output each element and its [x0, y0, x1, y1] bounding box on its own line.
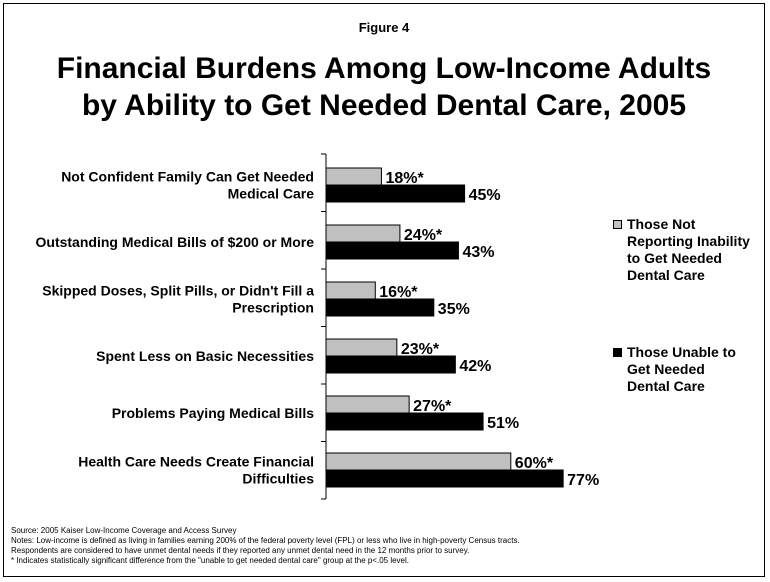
legend-label-line: Those Not [627, 216, 696, 232]
bar-chart: Not Confident Family Can Get NeededMedic… [36, 153, 599, 500]
figure-frame: Figure 4 Financial Burdens Among Low-Inc… [3, 3, 765, 577]
legend-label-line: Dental Care [627, 378, 705, 394]
figure-label: Figure 4 [358, 20, 410, 35]
bar [325, 224, 401, 243]
legend-label-line: to Get Needed [627, 250, 722, 266]
legend-label-line: Get Needed [627, 361, 705, 377]
chart-title-line-1: Financial Burdens Among Low-Income Adult… [56, 52, 712, 85]
category-label: Not Confident Family Can Get Needed [61, 169, 314, 185]
unmet-needs-note: Respondents are considered to have unmet… [11, 546, 470, 555]
legend-label-line: Those Unable to [627, 344, 736, 360]
category-label: Difficulties [242, 471, 314, 487]
data-label: 51% [487, 415, 519, 432]
significance-note: * Indicates statistically significant di… [11, 556, 409, 565]
data-label: 43% [462, 244, 494, 261]
bar [325, 184, 466, 203]
bar [325, 355, 456, 374]
data-label: 35% [438, 301, 470, 318]
data-label: 45% [469, 187, 501, 204]
data-label: 18%* [385, 170, 424, 187]
bar [325, 395, 410, 414]
category-label: Health Care Needs Create Financial [78, 454, 314, 470]
definition-note: Notes: Low-income is defined as living i… [11, 536, 520, 545]
category-label: Outstanding Medical Bills of $200 or Mor… [36, 234, 315, 250]
legend-swatch-not-reporting [613, 220, 622, 229]
category-label: Medical Care [228, 186, 315, 202]
data-label: 42% [459, 358, 491, 375]
data-label: 24%* [404, 227, 443, 244]
category-label: Spent Less on Basic Necessities [96, 348, 314, 364]
source-note: Source: 2005 Kaiser Low-Income Coverage … [11, 526, 237, 535]
legend-label-line: Dental Care [627, 267, 705, 283]
category-label: Prescription [232, 300, 314, 316]
data-label: 77% [567, 472, 599, 489]
bar [325, 298, 435, 317]
category-label: Skipped Doses, Split Pills, or Didn't Fi… [42, 283, 314, 299]
chart-title: Financial Burdens Among Low-Income Adult… [4, 50, 764, 124]
bar [325, 241, 459, 260]
bar [325, 412, 484, 431]
bar [325, 469, 564, 488]
legend-item-not-reporting: Those Not Reporting Inability to Get Nee… [613, 216, 763, 284]
data-label: 23%* [401, 341, 440, 358]
data-label: 60%* [515, 455, 554, 472]
bar [325, 167, 382, 186]
data-label: 27%* [413, 398, 452, 415]
legend-item-unable: Those Unable to Get Needed Dental Care [613, 344, 763, 395]
category-label: Problems Paying Medical Bills [112, 405, 315, 421]
notes: Source: 2005 Kaiser Low-Income Coverage … [11, 526, 761, 566]
bar [325, 338, 398, 357]
chart-title-line-2: by Ability to Get Needed Dental Care, 20… [81, 89, 687, 122]
legend: Those Not Reporting Inability to Get Nee… [613, 216, 763, 395]
legend-swatch-unable [613, 348, 622, 357]
data-label: 16%* [379, 284, 418, 301]
bar [325, 281, 376, 300]
bar [325, 452, 512, 471]
legend-label-line: Reporting Inability [627, 233, 750, 249]
